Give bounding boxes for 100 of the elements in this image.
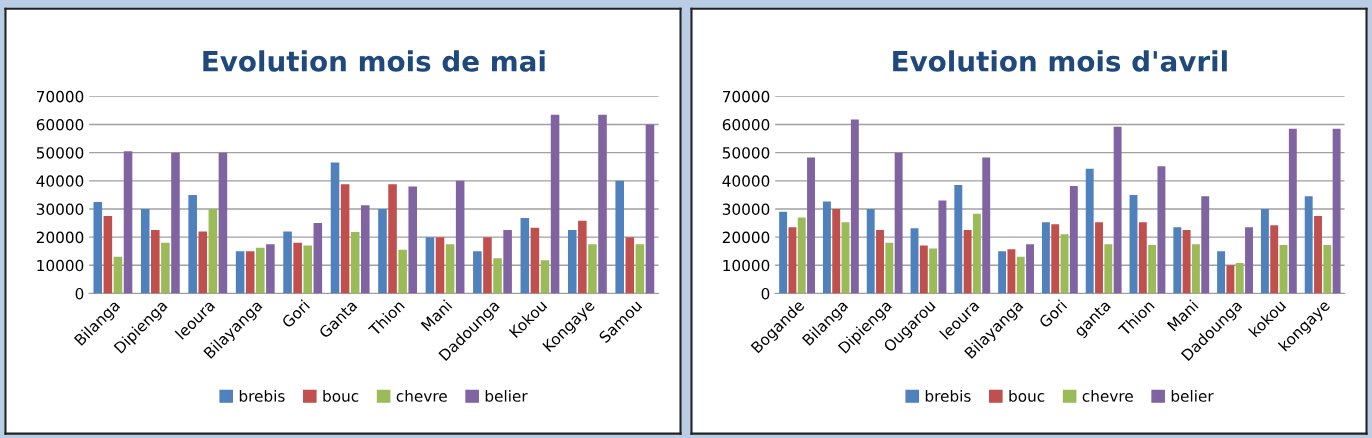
bar: [435, 237, 445, 294]
bar: [93, 201, 103, 294]
bar: [938, 200, 947, 294]
bar: [408, 186, 417, 294]
legend-label: brebis: [239, 389, 285, 402]
bar: [972, 213, 981, 294]
bar: [797, 217, 806, 294]
bar: [493, 258, 502, 294]
bar: [1323, 245, 1332, 294]
bar: [1245, 227, 1253, 294]
bar: [1104, 244, 1113, 294]
bar: [151, 230, 160, 294]
legend-label: brebis: [925, 389, 971, 402]
bar: [445, 244, 455, 294]
legend-label: belier: [485, 389, 528, 402]
y-tick-label: 30000: [722, 203, 770, 216]
bar: [293, 242, 302, 294]
bar: [1026, 244, 1034, 294]
y-tick-label: 10000: [723, 259, 770, 272]
bar: [113, 256, 123, 294]
bar: [982, 157, 991, 294]
bar: [1041, 222, 1050, 294]
bar: [625, 237, 635, 294]
bar: [340, 184, 350, 294]
bar: [1138, 222, 1147, 294]
bar: [1235, 263, 1244, 294]
bar: [1069, 185, 1078, 294]
bar: [171, 152, 180, 294]
bar: [245, 251, 255, 294]
bar: [283, 231, 292, 294]
bar: [1201, 196, 1210, 294]
bar: [588, 244, 597, 294]
bar: [520, 218, 530, 294]
bar: [998, 251, 1007, 294]
y-tick-label: 60000: [36, 118, 84, 131]
bar: [1016, 256, 1025, 294]
bar: [1173, 227, 1182, 294]
bar: [598, 114, 607, 294]
bar: [123, 151, 133, 294]
bar: [425, 237, 435, 294]
y-tick-label: 10000: [37, 259, 84, 272]
y-tick-label: 0: [75, 287, 84, 300]
bar: [635, 244, 645, 294]
bar: [330, 162, 340, 294]
bar: [779, 211, 788, 294]
bar: [378, 208, 387, 294]
bar: [1191, 244, 1200, 294]
y-tick-label: 30000: [36, 203, 84, 216]
bar: [218, 152, 228, 294]
bar: [455, 180, 465, 294]
bar: [350, 232, 360, 294]
bar: [822, 201, 831, 294]
bar: [567, 230, 577, 294]
bar: [1270, 225, 1279, 294]
bar: [313, 223, 323, 294]
bar: [894, 152, 903, 294]
bar: [140, 208, 150, 294]
bar: [483, 237, 492, 294]
bar: [1260, 208, 1269, 294]
bar: [1182, 230, 1191, 294]
bar: [1332, 128, 1341, 294]
y-tick-label: 0: [761, 287, 770, 300]
chart-title: Evolution mois de mai: [203, 50, 545, 72]
bar: [832, 208, 841, 294]
bar: [1288, 128, 1297, 294]
bar: [188, 194, 197, 294]
bar: [388, 184, 397, 294]
bar: [530, 227, 540, 294]
bar: [954, 185, 963, 294]
bar: [1304, 196, 1313, 294]
bar: [1148, 245, 1157, 294]
bar: [850, 119, 859, 294]
bar: [161, 242, 170, 294]
bar: [578, 220, 587, 294]
y-tick-label: 20000: [722, 231, 770, 244]
legend-label: chevre: [396, 389, 447, 402]
bar: [266, 244, 275, 294]
bar: [1085, 168, 1094, 294]
y-tick-label: 70000: [722, 90, 770, 103]
legend-label: chevre: [1082, 389, 1133, 402]
bar: [615, 180, 624, 294]
bar: [1157, 166, 1166, 294]
legend-label: bouc: [1009, 389, 1045, 402]
bar: [866, 208, 875, 294]
bar: [876, 230, 884, 294]
bar: [103, 216, 113, 294]
bar: [256, 247, 265, 294]
bar: [963, 230, 972, 294]
chart-title: Evolution mois d'avril: [893, 50, 1227, 72]
bar: [550, 114, 560, 294]
bar: [919, 245, 928, 294]
y-tick-label: 40000: [722, 175, 770, 187]
bar: [540, 260, 550, 294]
bar: [360, 205, 370, 294]
y-tick-label: 50000: [36, 147, 84, 159]
bar: [885, 242, 894, 294]
bar: [208, 208, 218, 294]
bar: [807, 157, 815, 294]
y-tick-label: 40000: [36, 175, 84, 187]
bar: [473, 251, 482, 294]
